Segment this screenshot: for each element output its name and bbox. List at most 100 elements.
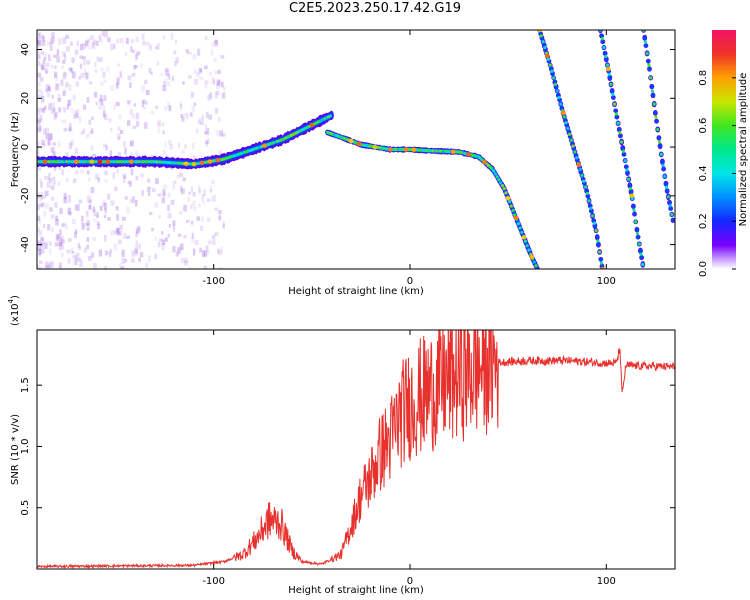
trace-core — [620, 140, 624, 144]
noise-speckle — [67, 258, 71, 264]
noise-speckle — [203, 265, 208, 269]
trace-core — [582, 179, 586, 183]
noise-speckle — [118, 115, 122, 120]
noise-speckle — [115, 38, 120, 44]
noise-speckle — [143, 122, 148, 129]
noise-speckle — [53, 54, 57, 58]
noise-speckle — [178, 142, 181, 148]
trace-hot — [482, 159, 487, 165]
noise-speckle — [165, 67, 169, 72]
trace-core — [618, 131, 622, 135]
noise-speckle — [96, 211, 99, 219]
trace-hot — [629, 193, 635, 199]
y-tick-label: 40 — [20, 43, 31, 56]
noise-speckle — [134, 249, 138, 256]
noise-speckle — [69, 197, 72, 203]
noise-speckle — [93, 218, 97, 222]
noise-speckle — [61, 65, 65, 69]
noise-speckle — [213, 57, 217, 62]
trace-mid — [658, 143, 663, 149]
noise-speckle — [180, 188, 184, 195]
noise-speckle — [37, 40, 42, 45]
noise-speckle — [167, 233, 171, 238]
noise-speckle — [201, 216, 204, 223]
noise-speckle — [212, 235, 216, 239]
noise-speckle — [57, 234, 61, 239]
noise-speckle — [210, 49, 214, 56]
snr-series-line — [37, 330, 675, 569]
trace-core — [493, 172, 497, 176]
noise-speckle — [188, 191, 191, 195]
noise-speckle — [101, 30, 105, 37]
noise-speckle — [53, 71, 58, 79]
noise-speckle — [162, 81, 166, 87]
trace-core — [578, 167, 582, 172]
y-tick-label: 1.5 — [20, 377, 31, 393]
noise-speckle — [104, 114, 108, 121]
noise-speckle — [62, 88, 67, 94]
noise-speckle — [155, 105, 159, 110]
trace-hot — [309, 122, 315, 128]
trace-core — [656, 127, 660, 132]
noise-speckle — [120, 266, 124, 269]
noise-speckle — [157, 193, 162, 197]
noise-speckle — [135, 199, 138, 207]
noise-speckle — [42, 140, 46, 146]
noise-speckle — [163, 79, 168, 86]
noise-speckle — [218, 267, 223, 269]
noise-speckle — [38, 248, 42, 255]
y-tick-label: -40 — [20, 236, 31, 252]
noise-speckle — [76, 40, 79, 46]
trace-hot — [576, 162, 582, 168]
noise-speckle — [125, 38, 129, 44]
noise-speckle — [148, 44, 152, 51]
noise-speckle — [46, 92, 50, 98]
noise-speckle — [217, 248, 220, 255]
noise-speckle — [203, 250, 208, 257]
trace-core — [500, 183, 505, 188]
trace-core — [557, 95, 561, 100]
noise-speckle — [39, 178, 42, 183]
noise-speckle — [131, 258, 135, 263]
trace-core — [504, 191, 508, 195]
noise-speckle — [48, 172, 51, 177]
noise-speckle — [147, 178, 151, 183]
noise-speckle — [37, 39, 40, 46]
noise-speckle — [199, 68, 203, 73]
noise-speckle — [71, 57, 75, 64]
noise-speckle — [172, 220, 176, 226]
noise-speckle — [167, 101, 170, 109]
trace-hot — [387, 147, 393, 152]
noise-speckle — [214, 107, 218, 114]
trace-core — [516, 222, 520, 226]
noise-speckle — [37, 107, 42, 113]
noise-speckle — [51, 32, 55, 39]
noise-speckle — [198, 117, 202, 124]
noise-speckle — [54, 73, 57, 77]
noise-speckle — [211, 195, 216, 202]
trace-hot — [89, 159, 95, 164]
trace-core — [532, 260, 536, 264]
trace-core — [602, 45, 606, 50]
noise-speckle — [136, 51, 141, 56]
noise-speckle — [54, 202, 58, 208]
noise-speckle — [216, 82, 220, 89]
y-tick-label: 0.5 — [20, 500, 31, 516]
trace-core — [550, 69, 554, 73]
noise-speckle — [164, 106, 167, 111]
noise-speckle — [151, 227, 154, 232]
noise-speckle — [148, 186, 151, 190]
noise-speckle — [99, 36, 103, 43]
noise-speckle — [47, 176, 51, 181]
trace-hot — [183, 161, 189, 166]
noise-speckle — [82, 104, 86, 110]
noise-speckle — [141, 33, 145, 40]
noise-speckle — [208, 114, 213, 120]
noise-speckle — [211, 41, 215, 48]
trace-core — [611, 92, 615, 96]
trace-core — [643, 40, 647, 44]
noise-speckle — [55, 83, 59, 91]
noise-speckle — [113, 43, 116, 50]
trace-core — [664, 185, 669, 189]
noise-speckle — [206, 198, 211, 202]
